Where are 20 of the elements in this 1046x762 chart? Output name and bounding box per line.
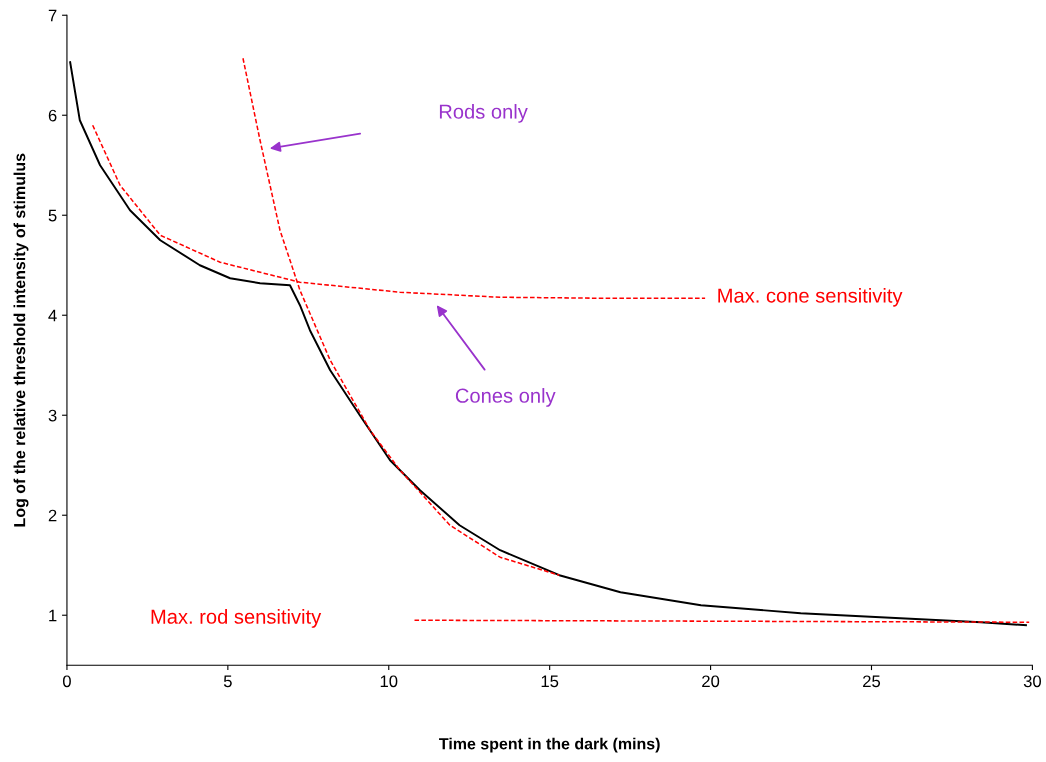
annotation: Cones only <box>455 388 556 407</box>
x-axis-title: Time spent in the dark (mins) <box>439 737 660 753</box>
annotation: Rods only <box>439 104 528 123</box>
annotation: Max. rod sensitivity <box>151 609 322 628</box>
x-tick-label: 20 <box>702 675 720 688</box>
y-tick-label: 1 <box>49 609 57 622</box>
y-tick-label: 7 <box>48 9 57 22</box>
y-tick-label: 2 <box>48 509 57 522</box>
x-tick-label: 5 <box>223 675 232 688</box>
y-tick-label: 4 <box>48 309 57 322</box>
x-tick-label: 10 <box>380 675 398 688</box>
y-axis-title: Log of the relative threshold intensity of stimulus <box>13 153 29 527</box>
x-tick-label: 30 <box>1023 675 1042 688</box>
x-tick-label: 25 <box>863 675 881 688</box>
y-tick-label: 3 <box>48 409 57 422</box>
y-tick-label: 5 <box>48 209 57 222</box>
x-tick-label: 15 <box>541 675 559 688</box>
y-tick-label: 6 <box>48 109 57 122</box>
x-tick-label: 0 <box>62 675 71 688</box>
annotation: Max. cone sensitivity <box>718 287 903 307</box>
